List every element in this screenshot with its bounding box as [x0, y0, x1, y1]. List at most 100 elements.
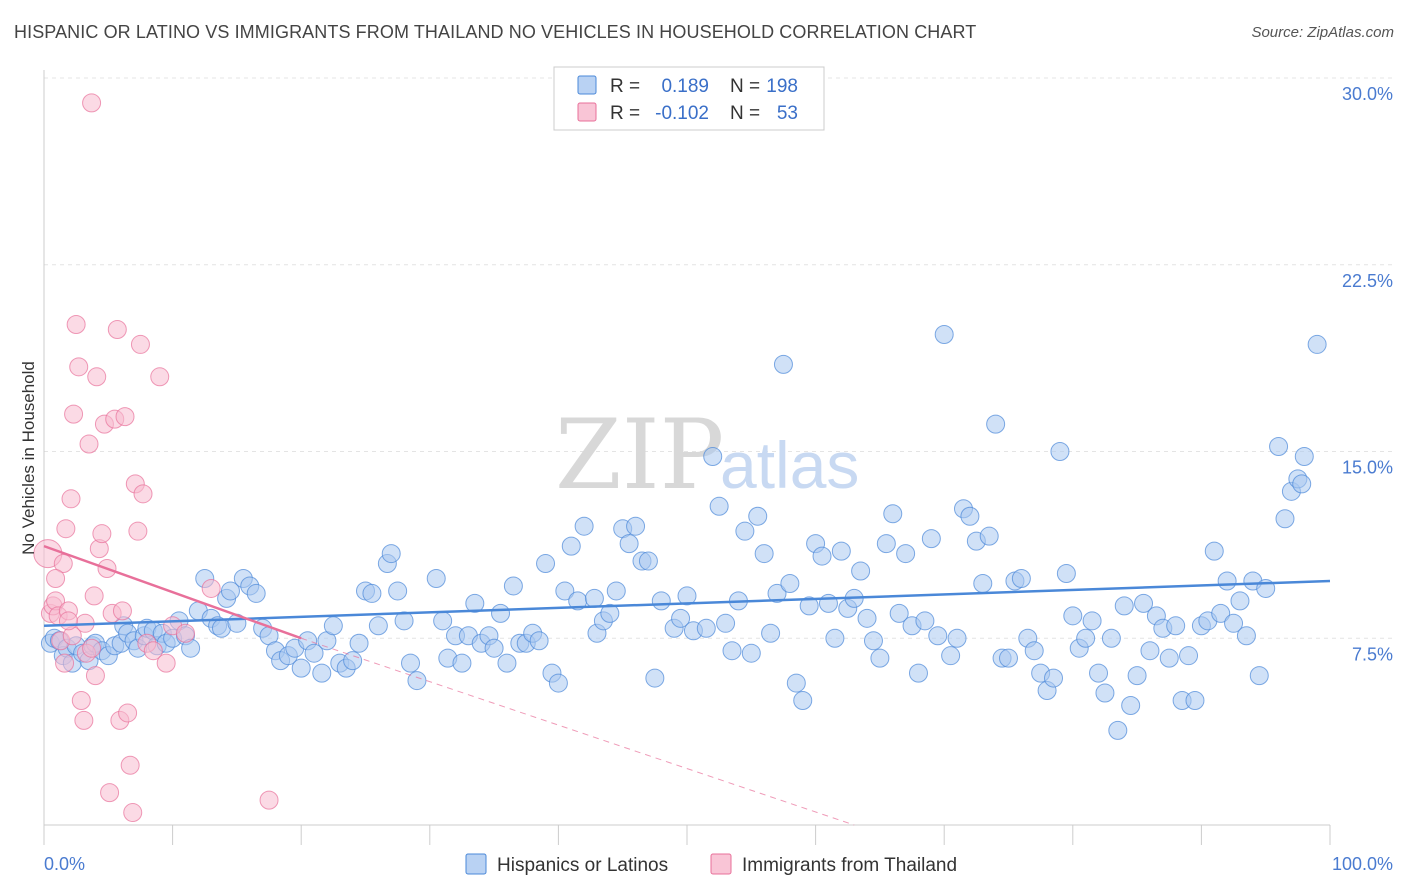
hispanic-point-120 — [793, 691, 813, 710]
hispanic-point-197 — [1292, 474, 1312, 494]
thailand-point-29 — [112, 601, 132, 621]
thailand-point-45 — [259, 790, 279, 810]
hispanic-point-181 — [1185, 691, 1205, 710]
hispanic-point-143 — [941, 646, 961, 666]
hispanic-point-49 — [312, 663, 332, 683]
hispanic-point-100 — [651, 591, 671, 611]
trend-line-hispanics — [43, 579, 1331, 628]
thailand-point-33 — [123, 803, 143, 823]
hispanic-point-108 — [716, 613, 736, 633]
thailand-point-37 — [133, 484, 153, 504]
gridlines — [44, 77, 1393, 639]
hispanic-point-116 — [767, 583, 787, 603]
hispanic-point-62 — [394, 611, 414, 631]
series-thailand-points — [33, 93, 279, 823]
thailand-point-41 — [156, 653, 176, 673]
hispanic-point-188 — [1230, 591, 1250, 611]
hispanic-point-178 — [1166, 616, 1186, 636]
hispanic-point-169 — [1108, 720, 1128, 740]
thailand-point-7 — [56, 519, 76, 539]
hispanic-point-156 — [1024, 641, 1044, 661]
thailand-point-14 — [74, 710, 94, 730]
hispanic-point-57 — [362, 583, 382, 603]
hispanic-point-130 — [857, 608, 877, 628]
watermark-atlas: atlas — [720, 428, 859, 502]
hispanic-point-107 — [709, 496, 729, 516]
hispanic-point-133 — [876, 534, 896, 554]
hispanic-point-76 — [497, 653, 517, 673]
hispanic-point-82 — [536, 554, 556, 574]
thailand-point-10 — [64, 404, 84, 424]
hispanic-point-185 — [1211, 603, 1231, 623]
bottom-legend-label-1: Hispanics or Latinos — [497, 855, 668, 876]
legend-n-value-1: 198 — [766, 76, 798, 97]
legend-swatch-pink — [577, 102, 597, 122]
hispanic-point-86 — [561, 536, 581, 556]
hispanic-point-102 — [671, 608, 691, 628]
hispanic-point-55 — [349, 633, 369, 653]
thailand-point-35 — [128, 521, 148, 541]
thailand-point-43 — [175, 623, 195, 643]
thailand-point-44 — [201, 578, 221, 598]
hispanic-point-114 — [754, 544, 774, 564]
thailand-point-46 — [82, 93, 102, 113]
trend-line-thailand — [43, 544, 302, 640]
legend-r-label-2: R = — [610, 103, 640, 124]
x-tick-label-max: 100.0% — [1332, 854, 1393, 874]
hispanic-point-161 — [1056, 564, 1076, 584]
hispanic-point-54 — [343, 651, 363, 671]
hispanic-point-132 — [870, 648, 890, 668]
hispanic-point-71 — [465, 593, 485, 613]
hispanic-point-162 — [1063, 606, 1083, 626]
hispanic-point-75 — [491, 603, 511, 623]
hispanic-point-142 — [934, 324, 954, 344]
x-axis-ticks — [43, 825, 1331, 845]
y-tick-labels: 7.5% 15.0% 22.5% 30.0% — [1342, 84, 1393, 664]
hispanic-point-119 — [786, 673, 806, 693]
thailand-point-6 — [53, 554, 73, 574]
hispanic-point-105 — [696, 618, 716, 638]
hispanic-point-171 — [1121, 695, 1141, 715]
thailand-point-30 — [115, 407, 135, 427]
hispanic-point-148 — [973, 573, 993, 593]
hispanic-point-146 — [960, 506, 980, 526]
thailand-point-31 — [118, 703, 138, 723]
y-tick-label-2: 22.5% — [1342, 271, 1393, 291]
hispanic-point-150 — [986, 414, 1006, 434]
hispanic-point-170 — [1114, 596, 1134, 616]
hispanic-point-74 — [484, 638, 504, 658]
thailand-point-18 — [84, 586, 104, 606]
hispanic-point-159 — [1044, 668, 1064, 688]
hispanic-point-135 — [889, 603, 909, 623]
hispanic-point-117 — [773, 354, 793, 374]
thailand-point-50 — [46, 568, 66, 588]
thailand-point-12 — [69, 357, 89, 377]
hispanic-point-126 — [831, 541, 851, 561]
hispanic-point-174 — [1140, 641, 1160, 661]
bottom-legend-swatch-pink — [710, 853, 732, 875]
hispanic-point-172 — [1127, 666, 1147, 686]
legend-n-value-2: 53 — [777, 103, 798, 124]
thailand-point-32 — [120, 755, 140, 775]
hispanic-point-118 — [780, 573, 800, 593]
hispanic-point-184 — [1204, 541, 1224, 561]
hispanic-point-58 — [368, 616, 388, 636]
hispanic-point-99 — [645, 668, 665, 688]
correlation-legend: R = 0.189 N = 198 R = -0.102 N = 53 — [553, 66, 825, 131]
hispanic-point-199 — [1307, 334, 1327, 354]
hispanic-point-167 — [1095, 683, 1115, 703]
hispanic-point-166 — [1089, 663, 1109, 683]
hispanic-point-177 — [1159, 648, 1179, 668]
hispanic-point-160 — [1050, 442, 1070, 461]
hispanic-point-77 — [503, 576, 523, 596]
hispanic-point-113 — [748, 506, 768, 526]
hispanic-point-103 — [677, 586, 697, 606]
hispanic-point-92 — [600, 603, 620, 623]
chart-title: HISPANIC OR LATINO VS IMMIGRANTS FROM TH… — [14, 22, 977, 42]
hispanic-point-154 — [1011, 568, 1031, 588]
trend-lines — [43, 544, 1331, 826]
thailand-point-40 — [150, 367, 170, 387]
legend-r-value-2: -0.102 — [655, 103, 709, 124]
series-hispanics-points — [40, 324, 1327, 740]
